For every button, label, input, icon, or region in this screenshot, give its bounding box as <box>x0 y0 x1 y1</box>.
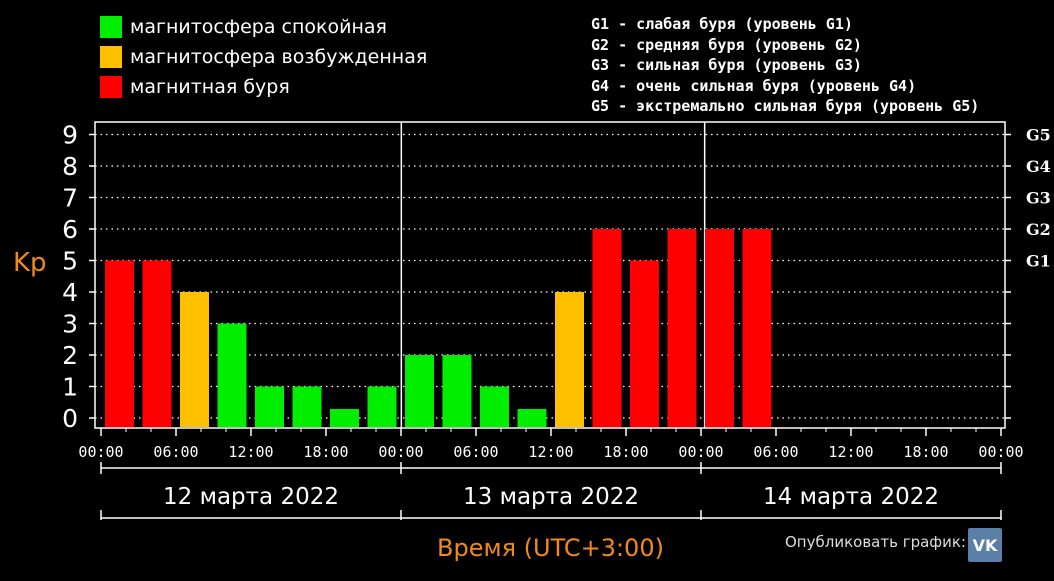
legend-label: магнитосфера спокойная <box>130 16 387 38</box>
x-tick-label: 00:00 <box>978 443 1023 461</box>
y-tick-label: 1 <box>62 373 78 402</box>
x-tick-label: 06:00 <box>453 443 498 461</box>
kp-bar <box>555 292 584 427</box>
day-label: 14 марта 2022 <box>763 484 939 510</box>
publish-label: Опубликовать график: <box>785 533 966 551</box>
x-tick-label: 12:00 <box>528 443 573 461</box>
kp-bar <box>217 323 247 427</box>
day-label: 12 марта 2022 <box>163 484 339 510</box>
x-tick-label: 18:00 <box>903 443 948 461</box>
g-level-description: G2 - средняя буря (уровень G2) <box>591 35 862 54</box>
y-tick-label: 9 <box>62 121 78 150</box>
kp-bar <box>105 260 134 427</box>
kp-bar <box>630 260 659 427</box>
y-tick-label: 2 <box>62 341 78 370</box>
vk-share-button[interactable]: VK <box>968 528 1002 562</box>
vk-icon: VK <box>972 535 998 555</box>
x-tick-label: 18:00 <box>603 443 648 461</box>
x-tick-label: 06:00 <box>753 443 798 461</box>
y-tick-label: 8 <box>62 152 78 181</box>
plot-frame <box>94 121 1006 429</box>
kp-bar <box>667 229 697 427</box>
g-level-legend: G1 - слабая буря (уровень G1) G2 - средн… <box>591 14 979 117</box>
legend-swatch <box>100 16 122 38</box>
y-tick-label: 4 <box>62 278 78 307</box>
kp-bar <box>255 386 284 427</box>
x-tick-label: 00:00 <box>78 443 123 461</box>
kp-bar <box>705 229 734 427</box>
g-level-description: G4 - очень сильная буря (уровень G4) <box>591 76 917 95</box>
x-tick-label: 00:00 <box>678 443 723 461</box>
g-level-label: G1 <box>1026 252 1051 271</box>
x-axis-title: Время (UTC+3:00) <box>437 534 664 562</box>
x-tick-label: 06:00 <box>153 443 198 461</box>
g-level-label: G5 <box>1026 126 1051 145</box>
kp-bar <box>330 409 359 427</box>
kp-bar <box>517 409 547 427</box>
x-tick-label: 12:00 <box>228 443 273 461</box>
x-tick-label: 00:00 <box>378 443 423 461</box>
y-tick-label: 0 <box>62 404 78 433</box>
legend-label: магнитосфера возбужденная <box>130 46 428 68</box>
y-tick-label: 3 <box>62 310 78 339</box>
y-tick-label: 6 <box>62 215 78 244</box>
y-axis-label: Kp <box>13 248 47 278</box>
legend-item: магнитосфера спокойная <box>100 16 387 38</box>
g-level-label: G4 <box>1026 157 1051 176</box>
legend-swatch <box>100 76 122 98</box>
x-tick-label: 18:00 <box>303 443 348 461</box>
g-level-label: G2 <box>1026 220 1051 239</box>
kp-bar <box>480 386 509 427</box>
kp-bar <box>180 292 209 427</box>
legend-label: магнитная буря <box>130 76 290 98</box>
kp-bar <box>292 386 322 427</box>
y-tick-label: 5 <box>62 247 78 276</box>
legend-item: магнитная буря <box>100 76 290 98</box>
g-level-label: G3 <box>1026 189 1051 208</box>
y-tick-label: 7 <box>62 184 78 213</box>
x-tick-label: 12:00 <box>828 443 873 461</box>
kp-bar <box>592 229 622 427</box>
kp-bar <box>742 229 772 427</box>
kp-bar <box>442 355 472 427</box>
legend-item: магнитосфера возбужденная <box>100 46 427 68</box>
g-level-description: G3 - сильная буря (уровень G3) <box>591 56 862 74</box>
g-level-description: G1 - слабая буря (уровень G1) <box>591 15 853 33</box>
kp-bar <box>142 260 172 427</box>
legend-swatch <box>100 46 122 68</box>
kp-bar <box>367 386 397 427</box>
kp-bar <box>405 355 434 427</box>
g-level-description: G5 - экстремально сильная буря (уровень … <box>591 97 980 115</box>
day-label: 13 марта 2022 <box>463 484 639 510</box>
